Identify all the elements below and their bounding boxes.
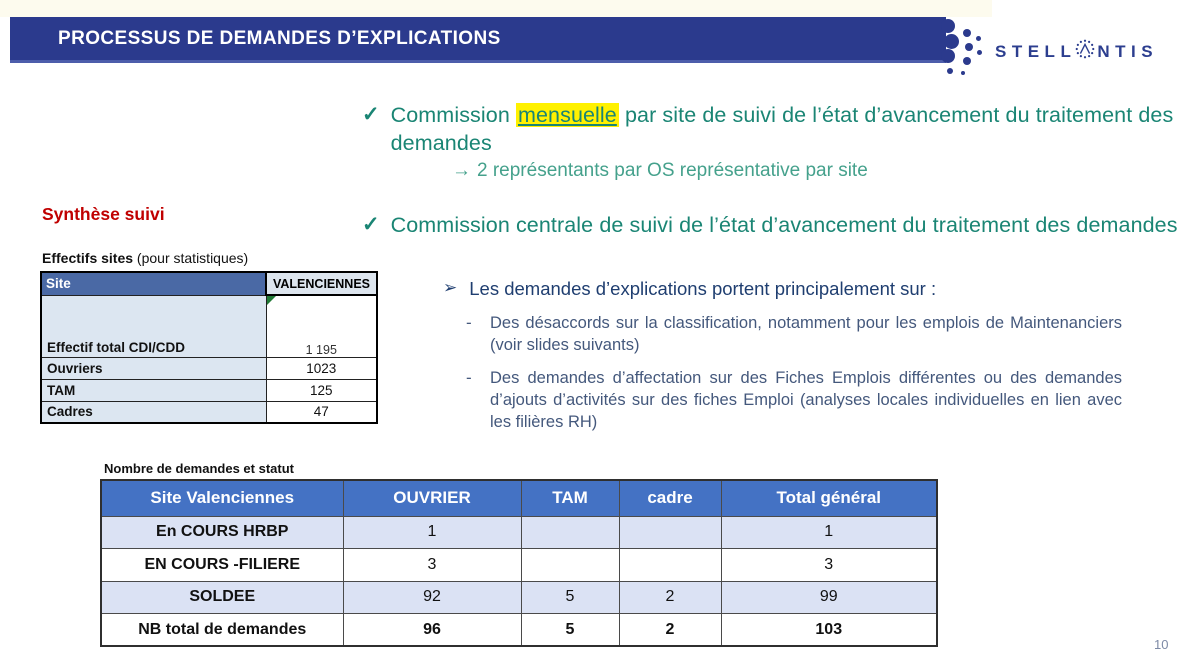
bar-dot xyxy=(947,68,953,74)
bar-dot xyxy=(961,71,965,75)
bar-dot xyxy=(941,49,955,63)
cell: 2 xyxy=(618,613,722,647)
bar-dot xyxy=(944,34,959,49)
pointer-demandes-explications: ➢ Les demandes d’explications portent pr… xyxy=(443,278,936,300)
dash-item-desaccords: - Des désaccords sur la classification, … xyxy=(466,313,1122,357)
table-row: Effectif total CDI/CDD 1 195 xyxy=(40,294,378,358)
sub-bullet-text: 2 représentants par OS représentative pa… xyxy=(477,160,868,181)
effectifs-title-rest: (pour statistiques) xyxy=(133,250,249,266)
bar-dot xyxy=(963,57,971,65)
pointer-text: Les demandes d’explications portent prin… xyxy=(469,278,937,299)
effectifs-table-title: Effectifs sites (pour statistiques) xyxy=(42,250,248,266)
logo-text-right: NTIS xyxy=(1097,41,1159,61)
table-row: SOLDEE 92 5 2 99 xyxy=(100,580,938,614)
cell xyxy=(618,515,722,549)
synthese-suivi-heading: Synthèse suivi xyxy=(42,204,165,224)
bullet-text: Commission mensuelle par site de suivi d… xyxy=(391,101,1191,158)
bullet1-highlight: mensuelle xyxy=(515,103,619,127)
top-cream-strip xyxy=(0,0,992,17)
arrow-right-icon: → xyxy=(452,160,471,181)
col-header-ouvrier: OUVRIER xyxy=(342,479,522,517)
table-row: Site VALENCIENNES xyxy=(40,271,378,296)
bar-dot xyxy=(941,19,955,33)
effectifs-row-value: 47 xyxy=(265,400,378,424)
dash-icon: - xyxy=(466,368,472,387)
effectifs-row-label: TAM xyxy=(40,378,267,402)
dash-icon: - xyxy=(466,313,472,332)
cell xyxy=(520,515,620,549)
bar-dot xyxy=(977,50,982,55)
bullet-commission-mensuelle: ✓ Commission mensuelle par site de suivi… xyxy=(362,101,1191,158)
bullet-text: Commission centrale de suivi de l’état d… xyxy=(390,213,1178,237)
table-row: Cadres 47 xyxy=(40,400,378,424)
cell xyxy=(520,548,620,582)
stellantis-dotted-a-icon xyxy=(1075,38,1097,65)
demandes-table: Site Valenciennes OUVRIER TAM cadre Tota… xyxy=(100,479,938,647)
effectifs-row-label: Cadres xyxy=(40,400,267,424)
table-header-row: Site Valenciennes OUVRIER TAM cadre Tota… xyxy=(100,479,938,517)
table-row-total: NB total de demandes 96 5 2 103 xyxy=(100,613,938,647)
effectifs-header-site: Site xyxy=(40,271,267,296)
effectifs-row-value: 1023 xyxy=(265,356,378,380)
page-number: 10 xyxy=(1154,637,1169,652)
check-icon: ✓ xyxy=(362,213,380,236)
cell: 96 xyxy=(342,613,522,647)
green-corner-flag-icon xyxy=(267,296,276,305)
bullet1-pre: Commission xyxy=(390,103,516,127)
table-row: EN COURS -FILIERE 3 3 xyxy=(100,548,938,582)
cell: 3 xyxy=(720,548,938,582)
cell xyxy=(618,548,722,582)
col-header-tam: TAM xyxy=(520,479,620,517)
row-label: SOLDEE xyxy=(100,580,344,614)
logo-text-left: STELL xyxy=(995,41,1077,61)
row-label: EN COURS -FILIERE xyxy=(100,548,344,582)
cell: 3 xyxy=(342,548,522,582)
stellantis-logo: STELL NTIS xyxy=(995,38,1158,65)
dash-text: Des demandes d’affectation sur des Fiche… xyxy=(490,369,1122,431)
effectifs-row-value: 1 195 xyxy=(265,294,378,358)
cell: 1 xyxy=(342,515,522,549)
sub-bullet-representants: → 2 représentants par OS représentative p… xyxy=(452,160,868,182)
cell: 5 xyxy=(520,613,620,647)
effectifs-table: Site VALENCIENNES Effectif total CDI/CDD… xyxy=(40,271,378,424)
bar-dot xyxy=(976,36,981,41)
effectifs-title-bold: Effectifs sites xyxy=(42,250,134,266)
row-label: NB total de demandes xyxy=(100,613,344,647)
dash-item-affectation: - Des demandes d’affectation sur des Fic… xyxy=(466,368,1122,433)
bar-dot xyxy=(963,29,971,37)
bar-dot xyxy=(965,43,973,51)
title-bar: PROCESSUS DE DEMANDES D’EXPLICATIONS xyxy=(10,17,946,63)
page-title: PROCESSUS DE DEMANDES D’EXPLICATIONS xyxy=(58,27,501,49)
effectifs-row-label: Effectif total CDI/CDD xyxy=(40,294,267,358)
effectif-total-value: 1 195 xyxy=(305,342,337,357)
bullet1-post: par site de suivi de l’état d’avancement… xyxy=(390,103,1174,156)
check-icon: ✓ xyxy=(362,103,380,126)
bullet-commission-centrale: ✓ Commission centrale de suivi de l’état… xyxy=(362,211,1191,239)
effectifs-header-valenciennes: VALENCIENNES xyxy=(265,271,378,296)
cell: 2 xyxy=(618,580,722,614)
col-header-site: Site Valenciennes xyxy=(100,479,344,517)
table-row: TAM 125 xyxy=(40,378,378,402)
table-row: En COURS HRBP 1 1 xyxy=(100,515,938,549)
col-header-total: Total général xyxy=(720,479,938,517)
cell: 99 xyxy=(720,580,938,614)
table-row: Ouvriers 1023 xyxy=(40,356,378,380)
cell: 92 xyxy=(342,580,522,614)
cell: 1 xyxy=(720,515,938,549)
demandes-table-title: Nombre de demandes et statut xyxy=(104,461,294,476)
pointer-right-icon: ➢ xyxy=(443,278,458,297)
effectifs-row-value: 125 xyxy=(265,378,378,402)
cell: 103 xyxy=(720,613,938,647)
effectifs-row-label: Ouvriers xyxy=(40,356,267,380)
col-header-cadre: cadre xyxy=(618,479,722,517)
cell: 5 xyxy=(520,580,620,614)
row-label: En COURS HRBP xyxy=(100,515,344,549)
dash-text: Des désaccords sur la classification, no… xyxy=(490,314,1122,354)
